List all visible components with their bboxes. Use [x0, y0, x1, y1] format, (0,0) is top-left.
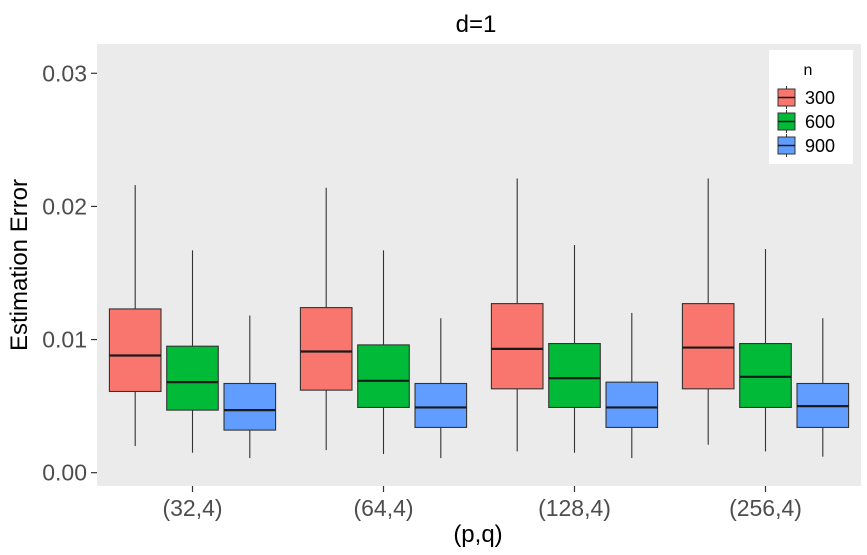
- box-body: [223, 382, 277, 431]
- box-300-0: [108, 185, 162, 447]
- y-axis: 0.00 0.01 0.02 0.03: [42, 60, 97, 486]
- box-body: [548, 342, 601, 409]
- y-tick-label: 0.03: [42, 60, 87, 86]
- x-axis: (32,4) (64,4) (128,4) (256,4): [162, 486, 802, 521]
- boxes-layer: [108, 178, 850, 459]
- box-900-0: [223, 315, 277, 459]
- box-600-2: [548, 245, 601, 453]
- x-axis-title: (p,q): [453, 521, 502, 548]
- box-900-3: [796, 318, 850, 457]
- chart-title: d=1: [456, 11, 497, 38]
- box-body: [490, 303, 544, 390]
- box-body: [681, 303, 735, 390]
- x-tick-label: (256,4): [729, 495, 802, 521]
- box-600-1: [357, 250, 410, 455]
- box-600-3: [739, 249, 792, 452]
- y-tick-label: 0.02: [42, 193, 87, 219]
- plot-panel: [97, 44, 861, 486]
- box-body: [108, 308, 162, 393]
- box-body: [739, 342, 792, 409]
- legend-label: 300: [805, 88, 835, 108]
- box-300-2: [490, 178, 544, 452]
- x-tick-label: (32,4): [162, 495, 222, 521]
- legend-item-300: 300: [777, 86, 835, 109]
- legend-label: 900: [805, 136, 835, 156]
- box-300-3: [681, 178, 735, 445]
- box-body: [414, 382, 468, 428]
- x-tick-label: (64,4): [353, 495, 413, 521]
- x-tick-label: (128,4): [538, 495, 611, 521]
- box-900-2: [605, 312, 659, 459]
- box-300-1: [299, 187, 353, 451]
- y-tick-label: 0.00: [42, 460, 87, 486]
- box-600-0: [166, 250, 219, 453]
- box-body: [605, 381, 659, 428]
- y-tick-label: 0.01: [42, 327, 87, 353]
- legend-item-600: 600: [777, 110, 835, 133]
- legend: n 300 600 900: [769, 50, 853, 164]
- legend-item-900: 900: [777, 134, 835, 157]
- legend-title: n: [804, 62, 813, 79]
- box-body: [166, 345, 219, 411]
- box-body: [357, 344, 410, 409]
- legend-label: 600: [805, 112, 835, 132]
- box-900-1: [414, 318, 468, 459]
- y-axis-title: Estimation Error: [6, 179, 33, 351]
- box-body: [299, 307, 353, 391]
